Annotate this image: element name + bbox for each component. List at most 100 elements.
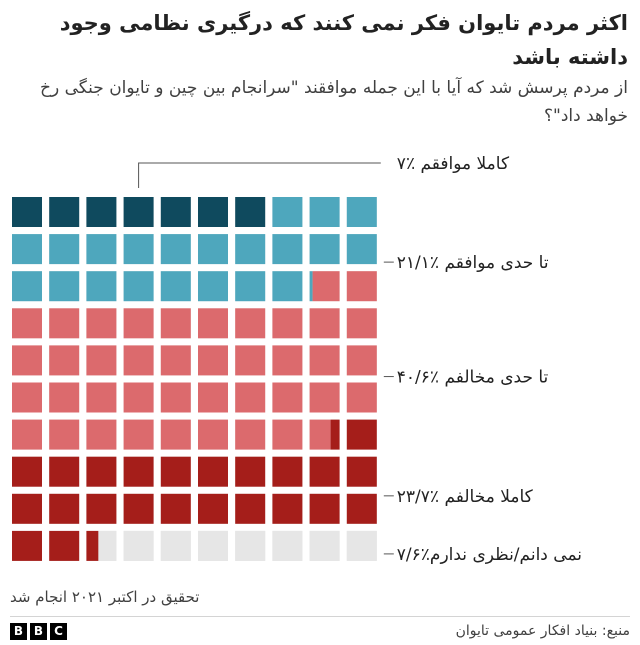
waffle-cell-fill — [198, 456, 228, 487]
waffle-cell-fill — [198, 345, 228, 376]
waffle-cell-fill — [123, 234, 154, 265]
waffle-cell-fill — [235, 345, 266, 376]
waffle-cell-fill — [272, 419, 303, 450]
waffle-cell-fill — [12, 530, 42, 561]
waffle-cell-fill — [49, 345, 80, 376]
waffle-cell-fill — [49, 271, 80, 302]
waffle-cell-fill — [12, 271, 42, 302]
waffle-cell-fill — [312, 271, 340, 302]
waffle-cell — [160, 345, 191, 376]
waffle-cell — [346, 308, 377, 339]
waffle-cell — [235, 456, 266, 487]
waffle-cell — [272, 493, 303, 524]
waffle-cell — [198, 345, 228, 376]
waffle-cell — [86, 308, 117, 339]
waffle-cell — [272, 308, 303, 339]
waffle-cell — [235, 197, 266, 227]
waffle-cell-fill — [198, 382, 228, 413]
category-label: نمی دانم/نظری ندارم٪۷/۶ — [397, 545, 582, 565]
waffle-cell — [49, 271, 80, 302]
waffle-cell-fill — [235, 271, 266, 302]
waffle-cell-fill — [346, 419, 377, 450]
waffle-cell-fill — [235, 530, 266, 561]
waffle-cell-fill — [123, 308, 154, 339]
footer-divider — [10, 616, 630, 617]
waffle-cell-fill — [346, 234, 377, 265]
waffle-cell — [160, 456, 191, 487]
waffle-cell-fill — [49, 493, 80, 524]
waffle-cell — [160, 271, 191, 302]
waffle-cell-fill — [198, 308, 228, 339]
waffle-cell-fill — [198, 197, 228, 227]
waffle-cell-fill — [86, 382, 117, 413]
waffle-cell — [309, 234, 340, 265]
waffle-cell — [235, 308, 266, 339]
waffle-cell-fill — [123, 197, 154, 227]
waffle-cell — [346, 345, 377, 376]
waffle-cell — [272, 345, 303, 376]
waffle-cell-fill — [12, 197, 42, 227]
waffle-cell-fill — [123, 456, 154, 487]
waffle-cell-fill — [272, 530, 303, 561]
waffle-cell-fill — [272, 308, 303, 339]
waffle-cell — [198, 197, 228, 227]
waffle-cell-fill — [235, 493, 266, 524]
waffle-cell — [235, 382, 266, 413]
waffle-cell — [49, 493, 80, 524]
waffle-cell — [198, 530, 228, 561]
waffle-cell-fill — [235, 419, 266, 450]
waffle-cell-fill — [272, 493, 303, 524]
waffle-cell-fill — [309, 234, 340, 265]
survey-date-note: تحقیق در اکتبر ۲۰۲۱ انجام شد — [10, 588, 200, 606]
waffle-cell-fill — [346, 197, 377, 227]
waffle-cell-fill — [12, 493, 42, 524]
waffle-cell-fill — [123, 419, 154, 450]
waffle-cell-fill — [12, 234, 42, 265]
waffle-cell — [160, 234, 191, 265]
waffle-cell — [198, 419, 228, 450]
waffle-cell — [160, 308, 191, 339]
waffle-cell — [235, 419, 266, 450]
waffle-cell — [272, 382, 303, 413]
waffle-cell — [12, 345, 42, 376]
waffle-cell-fill — [160, 197, 191, 227]
waffle-cell — [309, 197, 340, 227]
waffle-cell-fill — [309, 197, 340, 227]
waffle-cell — [49, 456, 80, 487]
waffle-cell-fill — [235, 456, 266, 487]
waffle-cell — [49, 419, 80, 450]
waffle-cell — [272, 197, 303, 227]
waffle-chart: کاملا موافقم ٪۷ تا حدی موافقم ٪۲۱/۱ تا حدی… — [12, 154, 582, 565]
waffle-cell-fill — [86, 419, 117, 450]
waffle-cell-fill — [272, 234, 303, 265]
waffle-cell-fill — [272, 456, 303, 487]
waffle-cell — [86, 271, 117, 302]
waffle-cell-fill — [198, 493, 228, 524]
waffle-cell — [346, 197, 377, 227]
waffle-cell-fill — [346, 493, 377, 524]
waffle-cell — [49, 345, 80, 376]
waffle-cell-fill — [309, 493, 340, 524]
waffle-cell-fill — [330, 419, 340, 450]
waffle-cell — [49, 308, 80, 339]
waffle-cell — [12, 419, 42, 450]
waffle-cell-fill — [49, 308, 80, 339]
waffle-cell-fill — [160, 234, 191, 265]
waffle-cell — [160, 530, 191, 561]
waffle-cell — [346, 456, 377, 487]
waffle-cell-fill — [49, 382, 80, 413]
waffle-cell — [309, 308, 340, 339]
waffle-cell-fill — [346, 530, 377, 561]
waffle-cell-fill — [49, 419, 80, 450]
waffle-cell — [12, 493, 42, 524]
waffle-cell-fill — [160, 456, 191, 487]
waffle-cell — [12, 271, 42, 302]
waffle-cell — [86, 456, 117, 487]
waffle-cell-fill — [86, 234, 117, 265]
waffle-cell-fill — [86, 345, 117, 376]
waffle-cell — [346, 271, 377, 302]
waffle-cell-fill — [346, 271, 377, 302]
waffle-cell — [123, 234, 154, 265]
waffle-cell — [235, 530, 266, 561]
waffle-cell-fill — [309, 419, 331, 450]
